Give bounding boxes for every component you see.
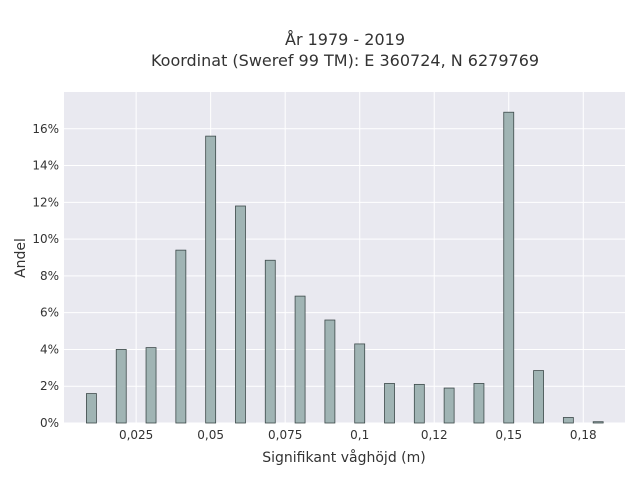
x-tick-label: 0,05	[197, 428, 224, 442]
bar	[115, 349, 127, 424]
y-tick-label: 6%	[40, 306, 59, 320]
bar	[473, 383, 485, 424]
y-tick-label: 0%	[40, 416, 59, 430]
y-tick-label: 8%	[40, 269, 59, 283]
bar	[205, 135, 217, 424]
x-tick-label: 0,1	[350, 428, 369, 442]
bars	[86, 111, 604, 424]
bar	[175, 249, 187, 424]
x-axis-ticks: 0,025 0,05 0,075 0,1 0,12 0,15 0,18	[119, 428, 597, 442]
y-axis-title: Andel	[13, 238, 29, 278]
bar	[235, 205, 246, 424]
y-tick-label: 14%	[32, 159, 59, 173]
x-axis-title: Signifikant våghöjd (m)	[262, 449, 425, 466]
bar	[145, 347, 157, 424]
y-tick-label: 12%	[32, 195, 59, 209]
x-tick-label: 0,12	[421, 428, 448, 442]
bar	[86, 393, 97, 424]
plot-area	[64, 92, 625, 423]
y-tick-label: 16%	[32, 122, 59, 136]
chart-subtitle: Koordinat (Sweref 99 TM): E 360724, N 62…	[151, 51, 539, 70]
x-tick-label: 0,15	[495, 428, 522, 442]
bar	[443, 387, 455, 424]
y-tick-label: 10%	[32, 232, 59, 246]
bar	[592, 421, 604, 424]
bar	[324, 319, 336, 424]
bar	[264, 259, 276, 424]
chart-title: År 1979 - 2019	[285, 30, 405, 49]
y-tick-label: 2%	[40, 379, 59, 393]
bar	[294, 295, 306, 424]
bar	[503, 111, 515, 424]
y-tick-label: 4%	[40, 342, 59, 356]
bar	[384, 383, 395, 424]
bar	[533, 370, 544, 424]
x-tick-label: 0,025	[119, 428, 153, 442]
bar	[562, 417, 574, 424]
y-axis-ticks: 0% 2% 4% 6% 8% 10% 12% 14% 16%	[32, 122, 59, 430]
bar	[413, 383, 425, 424]
x-tick-label: 0,075	[268, 428, 302, 442]
bar	[354, 343, 366, 424]
x-tick-label: 0,18	[570, 428, 597, 442]
